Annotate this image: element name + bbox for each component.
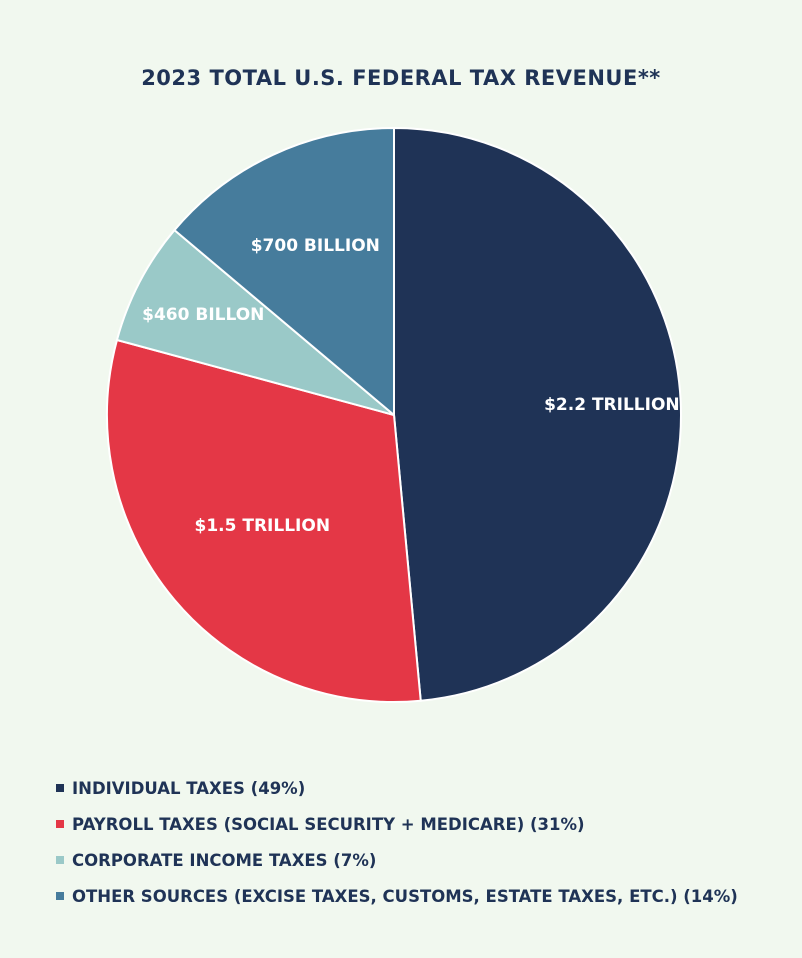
legend-swatch xyxy=(56,892,64,900)
legend-item-corporate: CORPORATE INCOME TAXES (7%) xyxy=(56,842,738,878)
slice-label-individual: $2.2 TRILLION xyxy=(544,395,680,415)
legend-text: PAYROLL TAXES (SOCIAL SECURITY + MEDICAR… xyxy=(72,814,585,834)
slice-label-corporate: $460 BILLON xyxy=(142,305,264,325)
legend-text: CORPORATE INCOME TAXES (7%) xyxy=(72,850,377,870)
chart-title: 2023 TOTAL U.S. FEDERAL TAX REVENUE** xyxy=(141,66,661,90)
legend-swatch xyxy=(56,820,64,828)
pie-slice-corporate xyxy=(115,228,395,416)
pie-slice-payroll xyxy=(106,338,422,703)
legend-swatch xyxy=(56,856,64,864)
pie-slice-individual xyxy=(393,126,682,702)
legend: INDIVIDUAL TAXES (49%) PAYROLL TAXES (SO… xyxy=(56,770,738,914)
legend-item-payroll: PAYROLL TAXES (SOCIAL SECURITY + MEDICAR… xyxy=(56,806,738,842)
legend-text: INDIVIDUAL TAXES (49%) xyxy=(72,778,306,798)
legend-swatch xyxy=(56,784,64,792)
slice-label-payroll: $1.5 TRILLION xyxy=(195,516,331,536)
legend-text: OTHER SOURCES (EXCISE TAXES, CUSTOMS, ES… xyxy=(72,886,738,906)
legend-item-individual: INDIVIDUAL TAXES (49%) xyxy=(56,770,738,806)
slice-label-other: $700 BILLION xyxy=(251,236,380,256)
legend-item-other: OTHER SOURCES (EXCISE TAXES, CUSTOMS, ES… xyxy=(56,878,738,914)
pie-slice-other xyxy=(173,126,395,418)
